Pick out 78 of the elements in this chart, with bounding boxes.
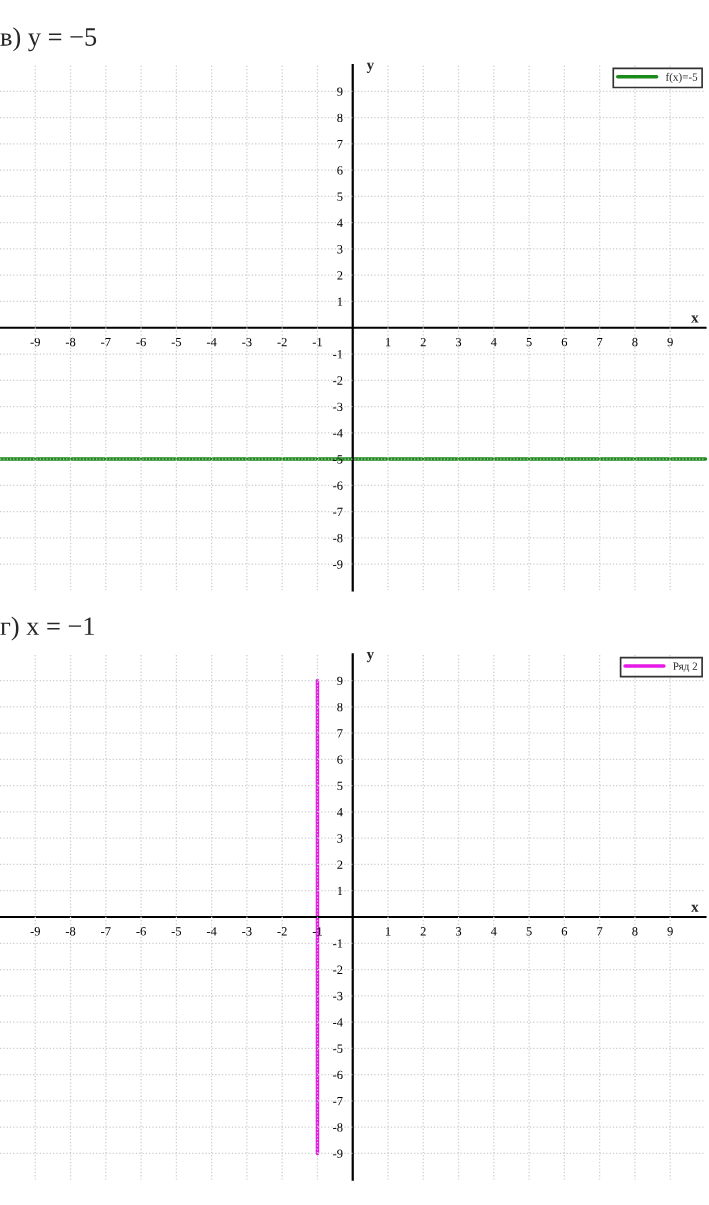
y-tick-label: 6 [337, 166, 343, 175]
y-tick-label: -9 [333, 560, 343, 569]
x-tick-label: 5 [526, 927, 532, 936]
x-tick-label: -9 [30, 927, 40, 936]
x-tick-label: 6 [561, 337, 568, 347]
x-tick-label: -1 [312, 337, 322, 347]
x-axis-title: x [691, 315, 699, 323]
x-tick-label: -5 [171, 927, 182, 936]
x-tick-label: 1 [385, 337, 391, 347]
x-tick-label: 3 [456, 337, 462, 347]
x-tick-label: 2 [420, 337, 426, 347]
x-tick-label: 4 [490, 337, 497, 347]
y-tick-label: 9 [337, 676, 343, 686]
y-tick-label: -5 [333, 1044, 343, 1053]
legend-label: Ряд 2 [673, 662, 698, 673]
x-axis-title: x [691, 904, 699, 912]
y-tick-label: -3 [333, 991, 343, 1001]
y-tick-label: -3 [333, 402, 343, 412]
x-tick-label: 5 [526, 337, 532, 347]
chart-title: г) x = −1 [0, 616, 94, 641]
y-tick-label: 8 [337, 702, 343, 712]
x-tick-label: -6 [136, 337, 146, 347]
y-tick-label: 7 [337, 140, 343, 149]
y-tick-label: 1 [337, 297, 343, 306]
y-tick-label: -4 [333, 428, 343, 438]
x-tick-label: -8 [65, 927, 76, 936]
y-tick-label: 4 [337, 808, 343, 817]
x-tick-label: 7 [597, 337, 603, 347]
x-tick-label: 9 [667, 337, 673, 347]
y-tick-label: 1 [337, 886, 343, 896]
x-tick-label: 6 [561, 927, 568, 936]
y-tick-label: -1 [333, 939, 343, 948]
x-tick-label: -7 [101, 337, 111, 347]
y-tick-label: 2 [337, 860, 343, 869]
y-tick-label: 8 [337, 113, 343, 123]
y-tick-label: -2 [333, 376, 343, 385]
y-axis-title: y [366, 651, 375, 663]
x-tick-label: 4 [490, 927, 497, 936]
x-tick-label: -3 [242, 337, 252, 347]
y-tick-label: 5 [337, 781, 343, 791]
x-tick-label: 8 [632, 337, 638, 347]
legend-label: f(x)=-5 [665, 72, 698, 84]
y-tick-label: 3 [337, 245, 343, 254]
x-tick-label: -5 [171, 337, 182, 347]
y-tick-label: -7 [333, 507, 343, 516]
x-tick-label: -4 [206, 337, 217, 347]
x-tick-label: 2 [420, 927, 426, 936]
y-tick-label: 7 [337, 729, 343, 738]
x-tick-label: -3 [242, 927, 252, 936]
y-tick-label: -7 [333, 1097, 343, 1106]
y-tick-label: -2 [333, 965, 343, 974]
x-tick-label: -7 [101, 927, 111, 936]
y-tick-label: 3 [337, 834, 343, 843]
x-tick-label: -6 [136, 927, 146, 936]
x-tick-label: 3 [456, 927, 462, 936]
y-tick-label: -6 [333, 481, 343, 490]
x-tick-label: 8 [632, 927, 638, 936]
y-tick-label: -8 [333, 533, 343, 543]
y-tick-label: -6 [333, 1070, 343, 1080]
y-tick-label: 5 [337, 192, 343, 201]
y-tick-label: 4 [337, 218, 343, 228]
y-axis-title: y [366, 62, 375, 73]
y-tick-label: -1 [333, 350, 343, 359]
chart-title: в) y = −5 [0, 27, 97, 52]
x-tick-label: -9 [30, 337, 40, 347]
x-tick-label: 1 [385, 927, 391, 936]
y-tick-label: 9 [337, 87, 343, 96]
y-tick-label: -4 [333, 1018, 343, 1027]
x-tick-label: -4 [206, 927, 217, 936]
y-tick-label: -8 [333, 1123, 343, 1132]
y-tick-label: -9 [333, 1149, 343, 1158]
y-tick-label: 2 [337, 271, 343, 280]
y-tick-label: 6 [337, 755, 343, 764]
x-tick-label: -8 [65, 337, 76, 347]
x-tick-label: 9 [667, 927, 673, 936]
x-tick-label: -2 [277, 337, 287, 347]
x-tick-label: -2 [277, 927, 287, 936]
x-tick-label: 7 [597, 927, 603, 936]
